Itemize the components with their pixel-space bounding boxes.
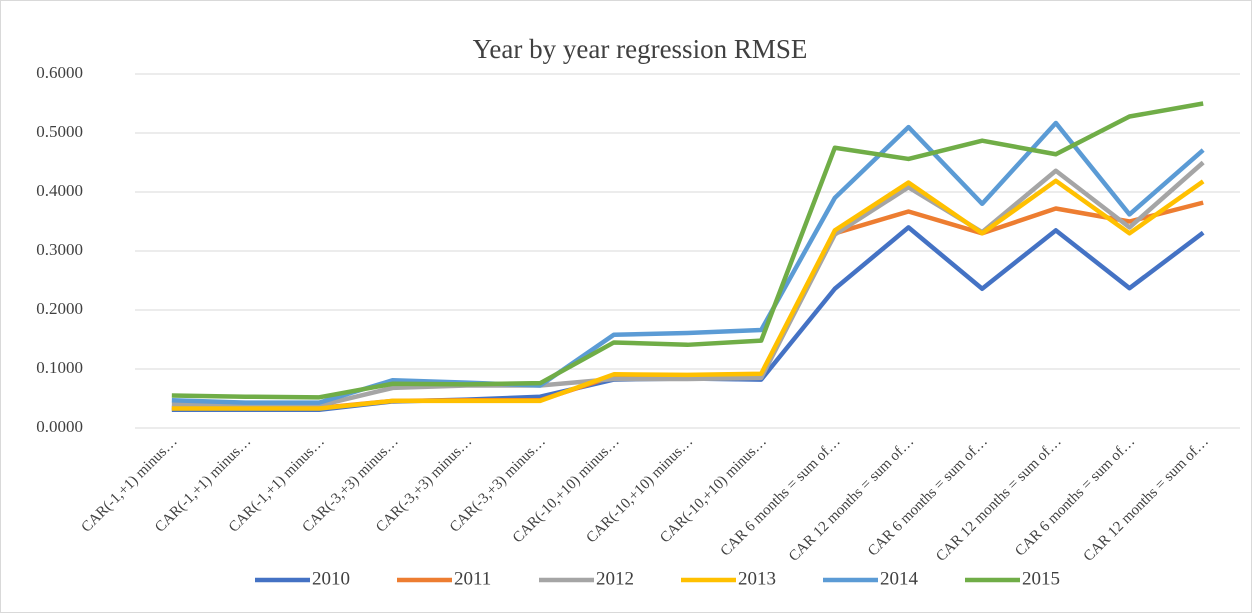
line-series [171,101,1204,400]
legend-label: 2011 [454,568,491,589]
chart-title: Year by year regression RMSE [473,34,808,64]
line-series [171,178,1205,411]
legend-label: 2015 [1022,568,1060,589]
y-tick-label: 0.4000 [36,181,83,200]
y-tick-label: 0.1000 [36,358,83,377]
y-tick-label: 0.5000 [36,122,83,141]
y-tick-label: 0.6000 [36,63,83,82]
y-tick-label: 0.2000 [36,299,83,318]
y-tick-label: 0.0000 [36,417,83,436]
legend-label: 2013 [738,568,776,589]
legend-label: 2012 [596,568,634,589]
legend-label: 2010 [312,568,350,589]
line-series [171,160,1205,408]
y-tick-label: 0.3000 [36,240,83,259]
legend-label: 2014 [880,568,919,589]
